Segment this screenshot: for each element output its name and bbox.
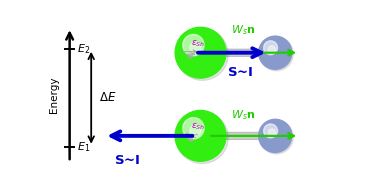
FancyBboxPatch shape	[196, 49, 277, 56]
Circle shape	[190, 125, 201, 136]
Circle shape	[260, 120, 293, 154]
Circle shape	[259, 36, 292, 69]
Circle shape	[260, 37, 293, 71]
Circle shape	[268, 46, 276, 53]
Circle shape	[175, 110, 226, 161]
Circle shape	[183, 118, 204, 139]
Text: $\mathbf{S}$~$\mathbf{I}$: $\mathbf{S}$~$\mathbf{I}$	[227, 66, 254, 79]
Text: $\mathbf{S}$~$\mathbf{I}$: $\mathbf{S}$~$\mathbf{I}$	[114, 154, 141, 167]
Text: Energy: Energy	[49, 77, 59, 113]
Circle shape	[183, 34, 204, 56]
Text: $E_1$: $E_1$	[77, 140, 90, 153]
Text: $\Delta E$: $\Delta E$	[99, 91, 116, 104]
Text: $\varepsilon_{Sh}$: $\varepsilon_{Sh}$	[191, 122, 205, 132]
Text: $E_2$: $E_2$	[77, 42, 90, 56]
Circle shape	[259, 119, 292, 152]
Circle shape	[264, 41, 277, 55]
Circle shape	[175, 27, 226, 78]
Circle shape	[190, 42, 201, 53]
Text: $\varepsilon_{Sh}$: $\varepsilon_{Sh}$	[191, 39, 205, 49]
Circle shape	[176, 112, 228, 163]
Circle shape	[176, 29, 228, 80]
Text: $W_s\mathbf{n}$: $W_s\mathbf{n}$	[231, 108, 256, 122]
Text: $W_s\mathbf{n}$: $W_s\mathbf{n}$	[231, 23, 256, 37]
Circle shape	[268, 129, 276, 136]
Circle shape	[264, 124, 277, 138]
FancyBboxPatch shape	[196, 132, 277, 139]
